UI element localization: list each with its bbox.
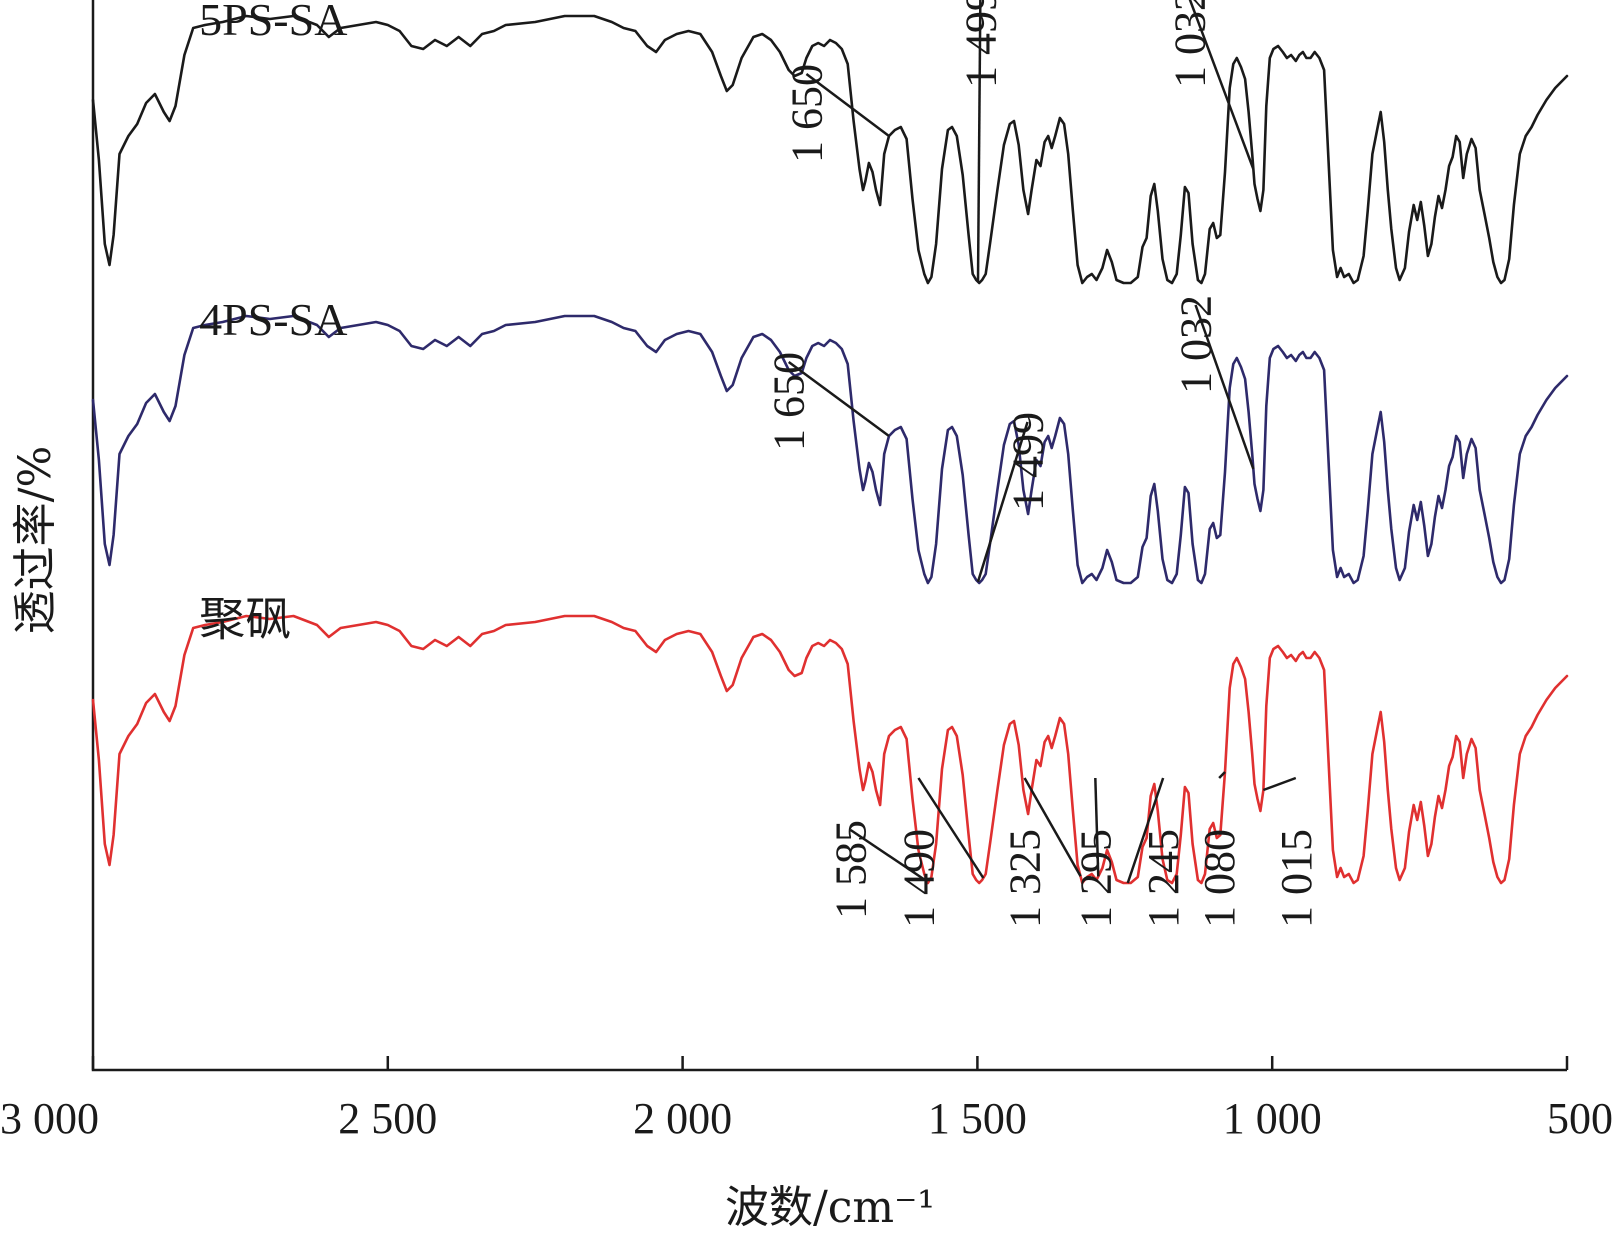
series-line [91, 614, 1569, 885]
annotation-leader [787, 360, 890, 438]
annotation-label: 1 650 [765, 352, 814, 451]
x-tick-label: 500 [1547, 1094, 1613, 1143]
annotation-label: 1 032 [1166, 0, 1215, 88]
annotation-label: 1 325 [1001, 829, 1050, 928]
series-label: 聚砜 [199, 594, 291, 645]
annotation-leader [1023, 777, 1082, 877]
annotation-leader [1188, 0, 1255, 170]
x-tick-label: 3 000 [0, 1094, 99, 1143]
series-label: 4PS-SA [199, 294, 347, 345]
axes: 3 000 2 500 2 000 1 500 1 000 500 [0, 0, 1613, 1143]
y-axis-title: 透过率/% [10, 446, 61, 635]
annotation-leader [976, 421, 1029, 583]
annotation-leader [1094, 777, 1100, 877]
x-tick-label: 1 500 [928, 1094, 1027, 1143]
series-line [91, 14, 1569, 285]
annotation-label: 1 585 [827, 820, 876, 919]
annotation-leader [976, 0, 982, 282]
annotations: 1 650 1 499 1 032 1 650 1 499 1 032 1 585 1 490… [765, 0, 1321, 928]
series-group: 5PS-SA 4PS-SA 聚砜 [91, 0, 1569, 885]
annotation-label: 1 650 [782, 64, 831, 163]
annotation-label: 1 499 [956, 0, 1005, 88]
annotation-label: 1 295 [1071, 829, 1120, 928]
annotation-label: 1 015 [1272, 829, 1321, 928]
annotation-leader [917, 777, 985, 879]
annotation-label: 1 499 [1004, 412, 1053, 511]
annotation-label: 1 080 [1195, 829, 1244, 928]
annotation-label: 1 032 [1172, 295, 1221, 394]
annotation-leader [1218, 771, 1226, 779]
x-tick-label: 2 500 [338, 1094, 437, 1143]
series-line [91, 314, 1569, 585]
annotation-label: 1 490 [894, 829, 943, 928]
x-axis-title: 波数/cm⁻¹ [725, 1182, 935, 1233]
annotation-leader [805, 73, 890, 137]
annotation-leader [1126, 777, 1165, 884]
x-tick-label: 1 000 [1223, 1094, 1322, 1143]
x-tick-label: 2 000 [633, 1094, 732, 1143]
annotation-leader [1262, 776, 1297, 792]
annotation-label: 1 245 [1139, 829, 1188, 928]
annotation-leader [849, 828, 928, 883]
annotation-leader [1194, 304, 1255, 470]
series-label: 5PS-SA [199, 0, 347, 45]
